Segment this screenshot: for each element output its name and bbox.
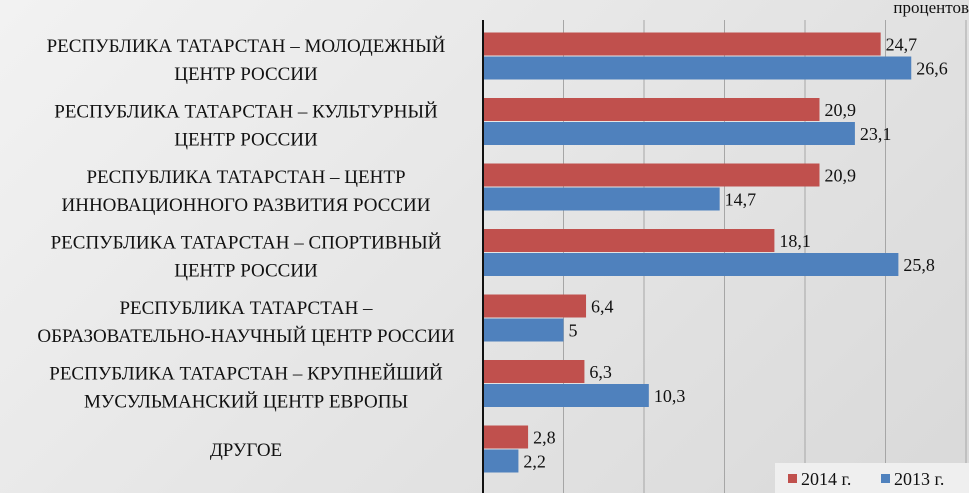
- value-label: 26,6: [916, 59, 948, 79]
- bar-2014: [483, 163, 820, 187]
- legend-swatch-2014: [788, 474, 797, 483]
- bar-2013: [483, 449, 519, 473]
- value-label: 14,7: [725, 190, 757, 210]
- value-label: 6,4: [591, 297, 614, 317]
- category-label-line: ЦЕНТР РОССИИ: [174, 130, 318, 151]
- bar-2013: [483, 122, 855, 145]
- category-label: РЕСПУБЛИКА ТАТАРСТАН – КРУПНЕЙШИЙ МУСУЛЬМ…: [49, 364, 443, 413]
- value-label: 25,8: [903, 255, 935, 275]
- category-label-line: ЦЕНТР РОССИИ: [174, 261, 318, 282]
- bar-2013: [483, 56, 912, 80]
- value-label: 18,1: [779, 231, 811, 251]
- category-label-line: ОБРАЗОВАТЕЛЬНО-НАУЧНЫЙ ЦЕНТР РОССИИ: [37, 326, 454, 347]
- bar-2013: [483, 318, 564, 342]
- bar-2014: [483, 98, 820, 121]
- value-label: 5: [569, 321, 578, 341]
- bar-2014: [483, 294, 587, 318]
- category-label: РЕСПУБЛИКА ТАТАРСТАН – КУЛЬТУРНЫЙ ЦЕНТР Р…: [54, 102, 438, 151]
- unit-label: процентов: [893, 0, 969, 17]
- category-label: РЕСПУБЛИКА ТАТАРСТАН – СПОРТИВНЫЙ ЦЕНТР Р…: [51, 233, 442, 282]
- category-labels: РЕСПУБЛИКА ТАТАРСТАН – МОЛОДЕЖНЫЙ ЦЕНТР Р…: [37, 36, 454, 461]
- category-label: ДРУГОЕ: [210, 440, 282, 461]
- value-labels: 24,726,620,923,120,914,718,125,86,456,31…: [523, 35, 947, 472]
- legend-label-2013: 2013 г.: [894, 469, 944, 489]
- bars: [483, 32, 912, 473]
- value-label: 2,2: [523, 452, 546, 472]
- category-label: РЕСПУБЛИКА ТАТАРСТАН – МОЛОДЕЖНЫЙ ЦЕНТР Р…: [47, 36, 446, 85]
- value-label: 10,3: [654, 386, 686, 406]
- category-label-line: РЕСПУБЛИКА ТАТАРСТАН – МОЛОДЕЖНЫЙ: [47, 36, 446, 57]
- bar-2014: [483, 360, 585, 383]
- category-label-line: РЕСПУБЛИКА ТАТАРСТАН – СПОРТИВНЫЙ: [51, 233, 442, 254]
- category-label: РЕСПУБЛИКА ТАТАРСТАН – ЦЕНТР ИННОВАЦИОННО…: [62, 167, 431, 216]
- value-label: 2,8: [533, 428, 556, 448]
- value-label: 6,3: [589, 362, 612, 382]
- category-label-line: РЕСПУБЛИКА ТАТАРСТАН – КУЛЬТУРНЫЙ: [54, 102, 438, 123]
- category-label-line: РЕСПУБЛИКА ТАТАРСТАН –: [119, 298, 373, 319]
- category-label-line: РЕСПУБЛИКА ТАТАРСТАН – КРУПНЕЙШИЙ: [49, 364, 443, 385]
- legend-swatch-2013: [881, 474, 890, 483]
- legend-box: [775, 463, 969, 493]
- legend-label-2014: 2014 г.: [801, 469, 851, 489]
- bar-2014: [483, 229, 775, 252]
- bar-2014: [483, 425, 529, 449]
- category-label-line: РЕСПУБЛИКА ТАТАРСТАН – ЦЕНТР: [86, 167, 405, 188]
- category-label-line: МУСУЛЬМАНСКИЙ ЦЕНТР ЕВРОПЫ: [84, 392, 408, 413]
- bar-2014: [483, 32, 881, 56]
- category-label-line: ЦЕНТР РОССИИ: [174, 64, 318, 85]
- bar-2013: [483, 253, 899, 276]
- bar-2013: [483, 187, 720, 211]
- bar-2013: [483, 384, 649, 407]
- value-label: 23,1: [860, 124, 892, 144]
- category-label-line: ДРУГОЕ: [210, 440, 282, 461]
- value-label: 24,7: [886, 35, 918, 55]
- category-label: РЕСПУБЛИКА ТАТАРСТАН – ОБРАЗОВАТЕЛЬНО-НАУ…: [37, 298, 454, 347]
- value-label: 20,9: [824, 100, 856, 120]
- value-label: 20,9: [824, 166, 856, 186]
- legend: 2014 г. 2013 г.: [775, 463, 969, 493]
- category-label-line: ИННОВАЦИОННОГО РАЗВИТИЯ РОССИИ: [62, 195, 431, 216]
